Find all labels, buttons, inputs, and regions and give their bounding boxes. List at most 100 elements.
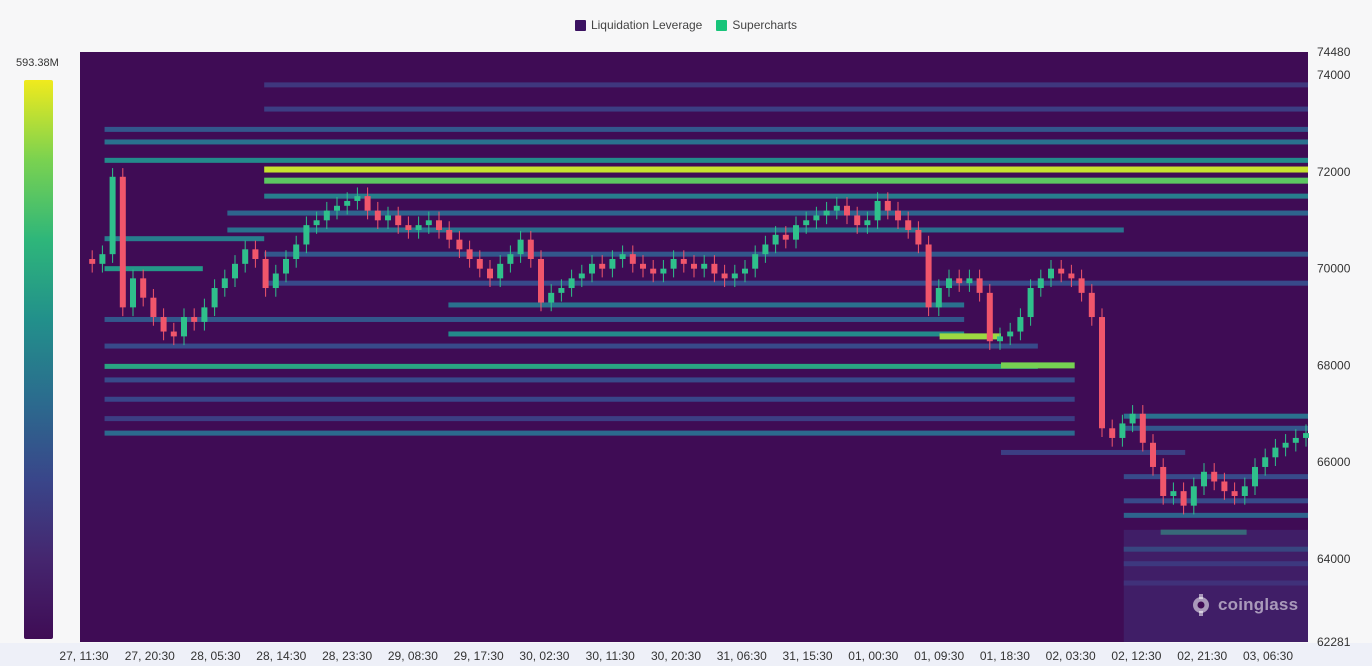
heatmap-band-15 [104, 316, 965, 322]
heatmap-band-1 [264, 177, 1309, 184]
coinglass-logo-icon [1193, 594, 1209, 616]
candle-body-49 [578, 273, 585, 279]
candle-body-6 [140, 278, 147, 298]
candle-body-104 [1139, 413, 1146, 443]
price-candles [89, 168, 1309, 515]
candle-body-11 [191, 317, 198, 322]
heatmap-band-13 [264, 280, 1309, 286]
x-tick-label-14: 01, 18:30 [980, 649, 1030, 663]
heatmap-band-22 [104, 396, 1075, 402]
candle-body-55 [640, 263, 646, 269]
candle-body-76 [854, 215, 861, 226]
candle-body-70 [793, 225, 799, 240]
candle-body-14 [221, 278, 228, 289]
candle-body-41 [497, 263, 504, 279]
heatmap-band-14 [448, 302, 965, 308]
candle-body-88 [976, 278, 983, 293]
candle-body-45 [538, 259, 544, 303]
x-tick-label-7: 30, 02:30 [519, 649, 569, 663]
candle-body-1 [89, 259, 96, 264]
candle-body-89 [986, 292, 993, 342]
candle-body-69 [782, 234, 789, 240]
candle-body-12 [201, 307, 208, 322]
candle-body-96 [1058, 268, 1065, 274]
heatmap-band-24 [104, 430, 1075, 436]
colorbar [24, 80, 53, 639]
candle-body-65 [742, 268, 748, 274]
heatmap-band-0 [264, 166, 1309, 173]
candle-body-72 [813, 215, 820, 221]
candle-body-68 [772, 234, 779, 245]
candle-body-115 [1252, 466, 1258, 487]
candle-body-113 [1231, 491, 1238, 496]
heatmap-band-23 [104, 416, 1075, 422]
candle-body-20 [283, 259, 289, 274]
legend-item-liquidation-leverage[interactable]: Liquidation Leverage [574, 18, 702, 32]
candle-body-117 [1272, 447, 1279, 458]
heatmap-band-17 [939, 333, 1001, 340]
heatmap-band-20 [1001, 362, 1075, 369]
heatmap-band-11 [264, 251, 1309, 257]
legend-swatch-liquidation-leverage [574, 19, 586, 31]
heatmap-band-2 [104, 157, 1308, 163]
candle-body-21 [293, 244, 300, 260]
x-axis-strip [0, 643, 1372, 666]
candle-body-107 [1170, 491, 1177, 496]
heatmap-band-19 [104, 363, 1038, 369]
candle-body-22 [303, 225, 310, 245]
candle-body-18 [262, 259, 269, 289]
candle-body-33 [415, 225, 422, 230]
y-tick-label-6: 64000 [1317, 552, 1351, 566]
candle-body-119 [1292, 437, 1299, 443]
watermark-text: coinglass [1218, 595, 1299, 614]
candle-body-43 [517, 239, 524, 255]
candle-body-81 [905, 220, 912, 230]
heatmap-band-5 [264, 106, 1309, 112]
x-tick-label-12: 01, 00:30 [848, 649, 898, 663]
candle-body-62 [711, 263, 718, 274]
candle-body-94 [1037, 278, 1044, 289]
candle-body-29 [374, 210, 381, 221]
x-axis-ticks: 27, 11:30 27, 20:30 28, 05:30 28, 14:30 28, … [59, 649, 1293, 663]
heatmap-band-18 [104, 343, 1038, 349]
candle-body-106 [1160, 466, 1167, 496]
candle-body-47 [558, 288, 565, 293]
x-tick-label-2: 28, 05:30 [191, 649, 241, 663]
legend-item-supercharts[interactable]: Supercharts [716, 18, 797, 32]
y-tick-label-5: 66000 [1317, 455, 1351, 469]
candle-body-32 [405, 225, 412, 230]
candle-body-74 [833, 205, 840, 211]
candle-body-27 [354, 196, 361, 201]
coinglass-watermark: coinglass [1190, 594, 1298, 616]
heatmap-band-8 [227, 210, 1309, 216]
candle-body-40 [487, 268, 493, 279]
candle-body-44 [527, 239, 534, 260]
heatmap-band-3 [104, 139, 1308, 145]
candle-body-114 [1241, 486, 1248, 496]
candle-body-8 [160, 317, 167, 332]
candle-body-118 [1282, 442, 1289, 448]
candle-body-84 [935, 288, 942, 308]
candle-body-108 [1180, 491, 1187, 506]
candle-body-24 [323, 210, 330, 221]
candle-body-109 [1190, 486, 1197, 506]
candle-body-61 [701, 263, 708, 269]
heatmap-band-27 [1001, 449, 1186, 455]
x-tick-label-10: 31, 06:30 [717, 649, 767, 663]
chart-legend: Liquidation Leverage Supercharts [0, 16, 1372, 34]
heatmap-band-9 [227, 227, 1124, 233]
colorbar-max-label: 593.38M [16, 57, 59, 69]
candle-body-102 [1119, 423, 1126, 438]
candle-body-36 [446, 229, 453, 240]
candle-body-3 [109, 176, 116, 255]
x-tick-label-6: 29, 17:30 [454, 649, 504, 663]
x-tick-label-5: 29, 08:30 [388, 649, 438, 663]
x-tick-label-4: 28, 23:30 [322, 649, 372, 663]
candle-body-7 [150, 297, 157, 318]
candle-body-63 [721, 273, 728, 279]
candle-body-42 [507, 254, 514, 264]
legend-label-supercharts: Supercharts [732, 18, 798, 32]
candle-body-25 [334, 205, 340, 211]
candle-body-13 [211, 288, 218, 308]
